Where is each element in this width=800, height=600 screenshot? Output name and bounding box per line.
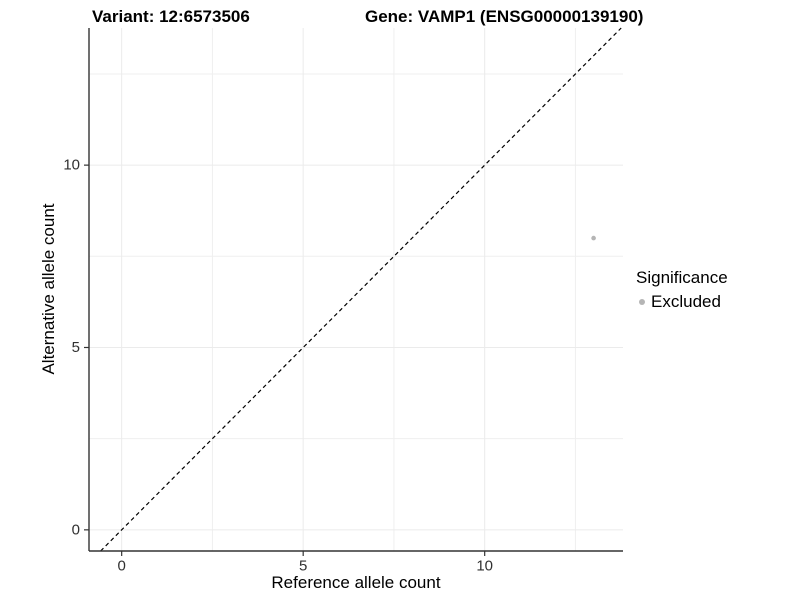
identity-dashed-line [100, 27, 622, 552]
y-axis-title: Alternative allele count [39, 203, 58, 375]
legend: Significance Excluded [636, 268, 728, 312]
x-tick-label: 0 [117, 557, 125, 574]
legend-point-icon [639, 299, 645, 305]
legend-item-excluded: Excluded [636, 292, 728, 312]
x-tick-label: 5 [299, 557, 307, 574]
x-axis-title: Reference allele count [271, 573, 441, 592]
plot-title-gene: Gene: VAMP1 (ENSG00000139190) [365, 7, 644, 26]
y-tick-label: 10 [63, 157, 80, 174]
y-tick-label: 0 [72, 521, 80, 538]
legend-item-label: Excluded [651, 292, 721, 311]
plot-title-variant: Variant: 12:6573506 [92, 7, 250, 26]
data-point [591, 235, 596, 241]
y-tick-label: 5 [72, 339, 80, 356]
x-tick-label: 10 [476, 557, 493, 574]
legend-title: Significance [636, 268, 728, 287]
